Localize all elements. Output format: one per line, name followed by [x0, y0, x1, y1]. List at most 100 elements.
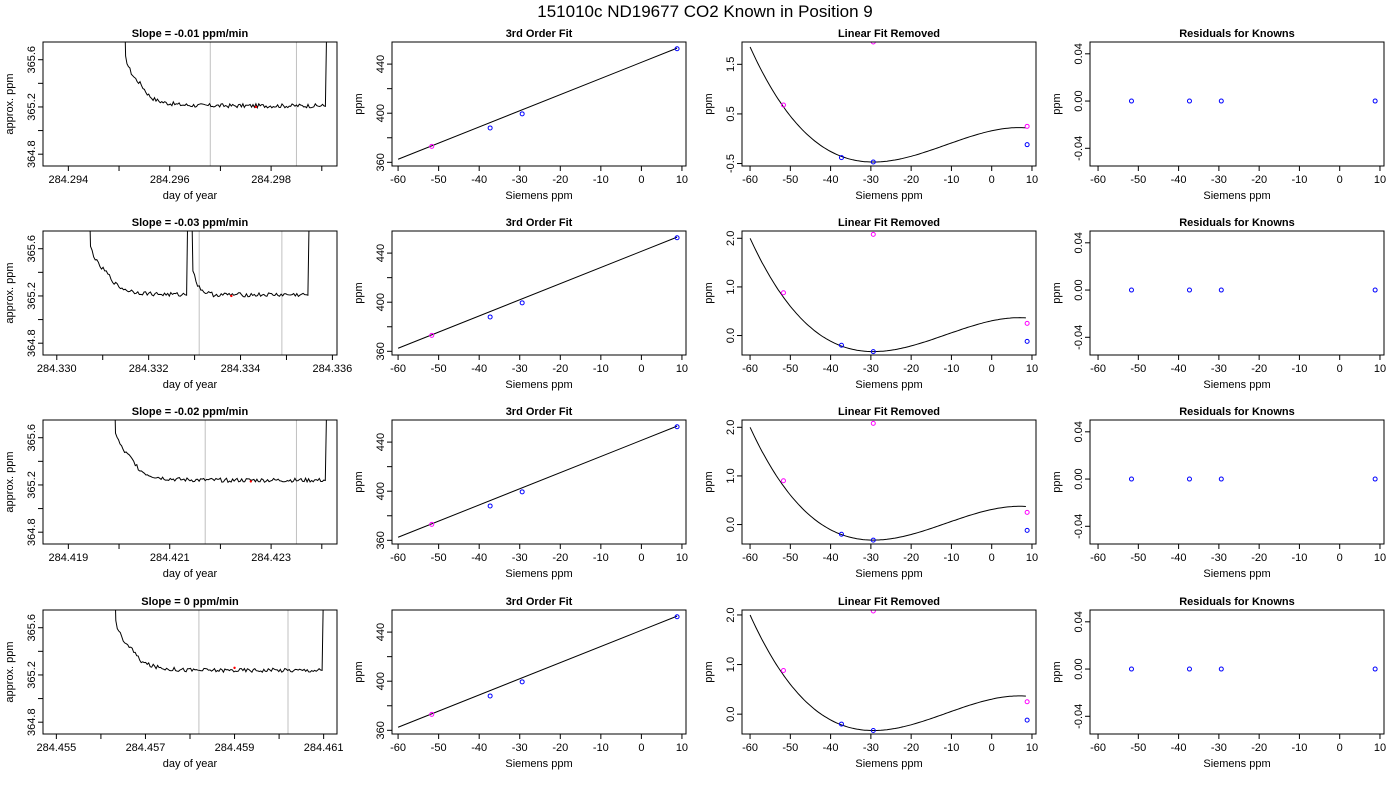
x-tick-label: 10: [676, 363, 688, 375]
x-tick-label: 10: [1026, 174, 1038, 186]
data-point: [1024, 699, 1030, 705]
x-tick-label: 10: [1026, 742, 1038, 754]
x-tick-label: 0: [989, 363, 995, 375]
x-tick-label: -20: [1251, 174, 1267, 186]
y-tick-label: 440: [375, 433, 387, 451]
cubic-residual-curve: [749, 238, 1026, 353]
x-tick-label: 10: [1374, 552, 1386, 564]
x-tick-label: -10: [943, 363, 959, 375]
x-tick-label: 284.298: [251, 174, 291, 186]
x-tick-label: -60: [742, 742, 758, 754]
x-tick-label: -50: [1130, 363, 1146, 375]
fit-line: [397, 47, 678, 160]
x-tick-label: 10: [1374, 174, 1386, 186]
plot-frame: [1089, 41, 1385, 167]
x-tick-label: -40: [471, 742, 487, 754]
y-tick-label: 400: [375, 293, 387, 311]
plot-frame: [42, 41, 338, 167]
y-axis-label: ppm: [1051, 661, 1063, 682]
plot-area: [115, 610, 324, 734]
x-tick-label: -20: [552, 742, 568, 754]
y-axis-label: approx. ppm: [4, 73, 16, 134]
y-tick-label: 364.8: [26, 518, 38, 546]
data-point: [1024, 717, 1030, 723]
x-tick-label: 284.455: [36, 742, 76, 754]
x-tick-label: -50: [431, 174, 447, 186]
y-tick-label: 0.04: [1073, 421, 1085, 442]
panel-2-3: Linear Fit Removed -60 -50 -40 -30 -20 -10 0 10 0…: [703, 217, 1038, 391]
data-point: [1372, 287, 1378, 293]
panel-title: Linear Fit Removed: [838, 28, 940, 40]
y-tick-label: 360: [375, 721, 387, 739]
panel-title: Residuals for Knowns: [1179, 28, 1295, 40]
x-tick-label: -50: [782, 552, 798, 564]
x-tick-label: 0: [1337, 363, 1343, 375]
x-tick-label: -20: [903, 552, 919, 564]
x-tick-label: -30: [863, 363, 879, 375]
y-tick-label: 1.5: [725, 57, 737, 72]
plot-area: [1128, 98, 1378, 104]
y-axis-label: ppm: [703, 282, 715, 303]
y-tick-label: 0.0: [725, 517, 737, 532]
x-tick-label: -40: [823, 742, 839, 754]
panel-title: Slope = -0.01 ppm/min: [132, 28, 249, 40]
x-tick-label: 0: [638, 363, 644, 375]
x-tick-label: 10: [1026, 552, 1038, 564]
y-tick-label: 2.0: [725, 420, 737, 435]
y-axis-label: ppm: [703, 93, 715, 114]
data-point: [1128, 98, 1134, 104]
panel-3-3: Linear Fit Removed -60 -50 -40 -30 -20 -10 0 10 0…: [703, 406, 1038, 580]
data-point: [1024, 338, 1030, 344]
x-axis-label: day of year: [163, 379, 218, 391]
data-point: [870, 231, 876, 237]
y-tick-label: 400: [375, 672, 387, 690]
y-axis-label: approx. ppm: [4, 451, 16, 512]
y-axis-label: ppm: [1051, 282, 1063, 303]
y-tick-label: 440: [375, 623, 387, 641]
x-tick-label: -20: [1251, 552, 1267, 564]
y-tick-label: 364.8: [26, 329, 38, 357]
x-tick-label: -50: [782, 363, 798, 375]
cubic-residual-curve: [749, 46, 1026, 163]
panel-1-3: Linear Fit Removed -60 -50 -40 -30 -20 -10 0 10 -…: [703, 28, 1038, 202]
x-tick-label: -30: [863, 174, 879, 186]
x-tick-label: -50: [431, 552, 447, 564]
x-tick-label: -60: [1090, 174, 1106, 186]
data-point: [1128, 287, 1134, 293]
x-tick-label: -40: [1171, 552, 1187, 564]
y-tick-label: -0.5: [725, 154, 737, 173]
x-tick-label: 284.419: [48, 552, 88, 564]
plot-frame: [391, 419, 687, 545]
data-point: [1024, 320, 1030, 326]
x-tick-label: -60: [390, 552, 406, 564]
data-point: [674, 614, 680, 620]
y-tick-label: -0.04: [1073, 704, 1085, 729]
panel-title: 3rd Order Fit: [506, 406, 573, 418]
x-tick-label: -10: [943, 742, 959, 754]
panel-2-1: Slope = -0.03 ppm/min 284.330 284.332 284.3…: [4, 217, 352, 391]
y-tick-label: 0.00: [1073, 468, 1085, 489]
data-point: [1128, 666, 1134, 672]
x-tick-label: -30: [512, 363, 528, 375]
plot-area: [1128, 476, 1378, 482]
data-point: [1218, 476, 1224, 482]
window-mean-point: [233, 666, 236, 670]
plot-area: [749, 42, 1030, 165]
y-tick-label: 364.8: [26, 708, 38, 736]
x-tick-label: 284.423: [251, 552, 291, 564]
x-tick-label: -10: [593, 174, 609, 186]
y-axis-label: ppm: [353, 661, 365, 682]
y-tick-label: 0.04: [1073, 232, 1085, 253]
data-point: [870, 420, 876, 426]
y-tick-label: 0.5: [725, 106, 737, 121]
y-axis-label: ppm: [703, 661, 715, 682]
data-point: [1024, 142, 1030, 148]
x-tick-label: 10: [676, 742, 688, 754]
x-tick-label: -30: [863, 742, 879, 754]
y-tick-label: 0.00: [1073, 90, 1085, 111]
data-point: [674, 235, 680, 241]
window-mean-point: [230, 294, 233, 298]
x-tick-label: -50: [1130, 174, 1146, 186]
x-tick-label: -20: [552, 552, 568, 564]
x-tick-label: -20: [903, 742, 919, 754]
